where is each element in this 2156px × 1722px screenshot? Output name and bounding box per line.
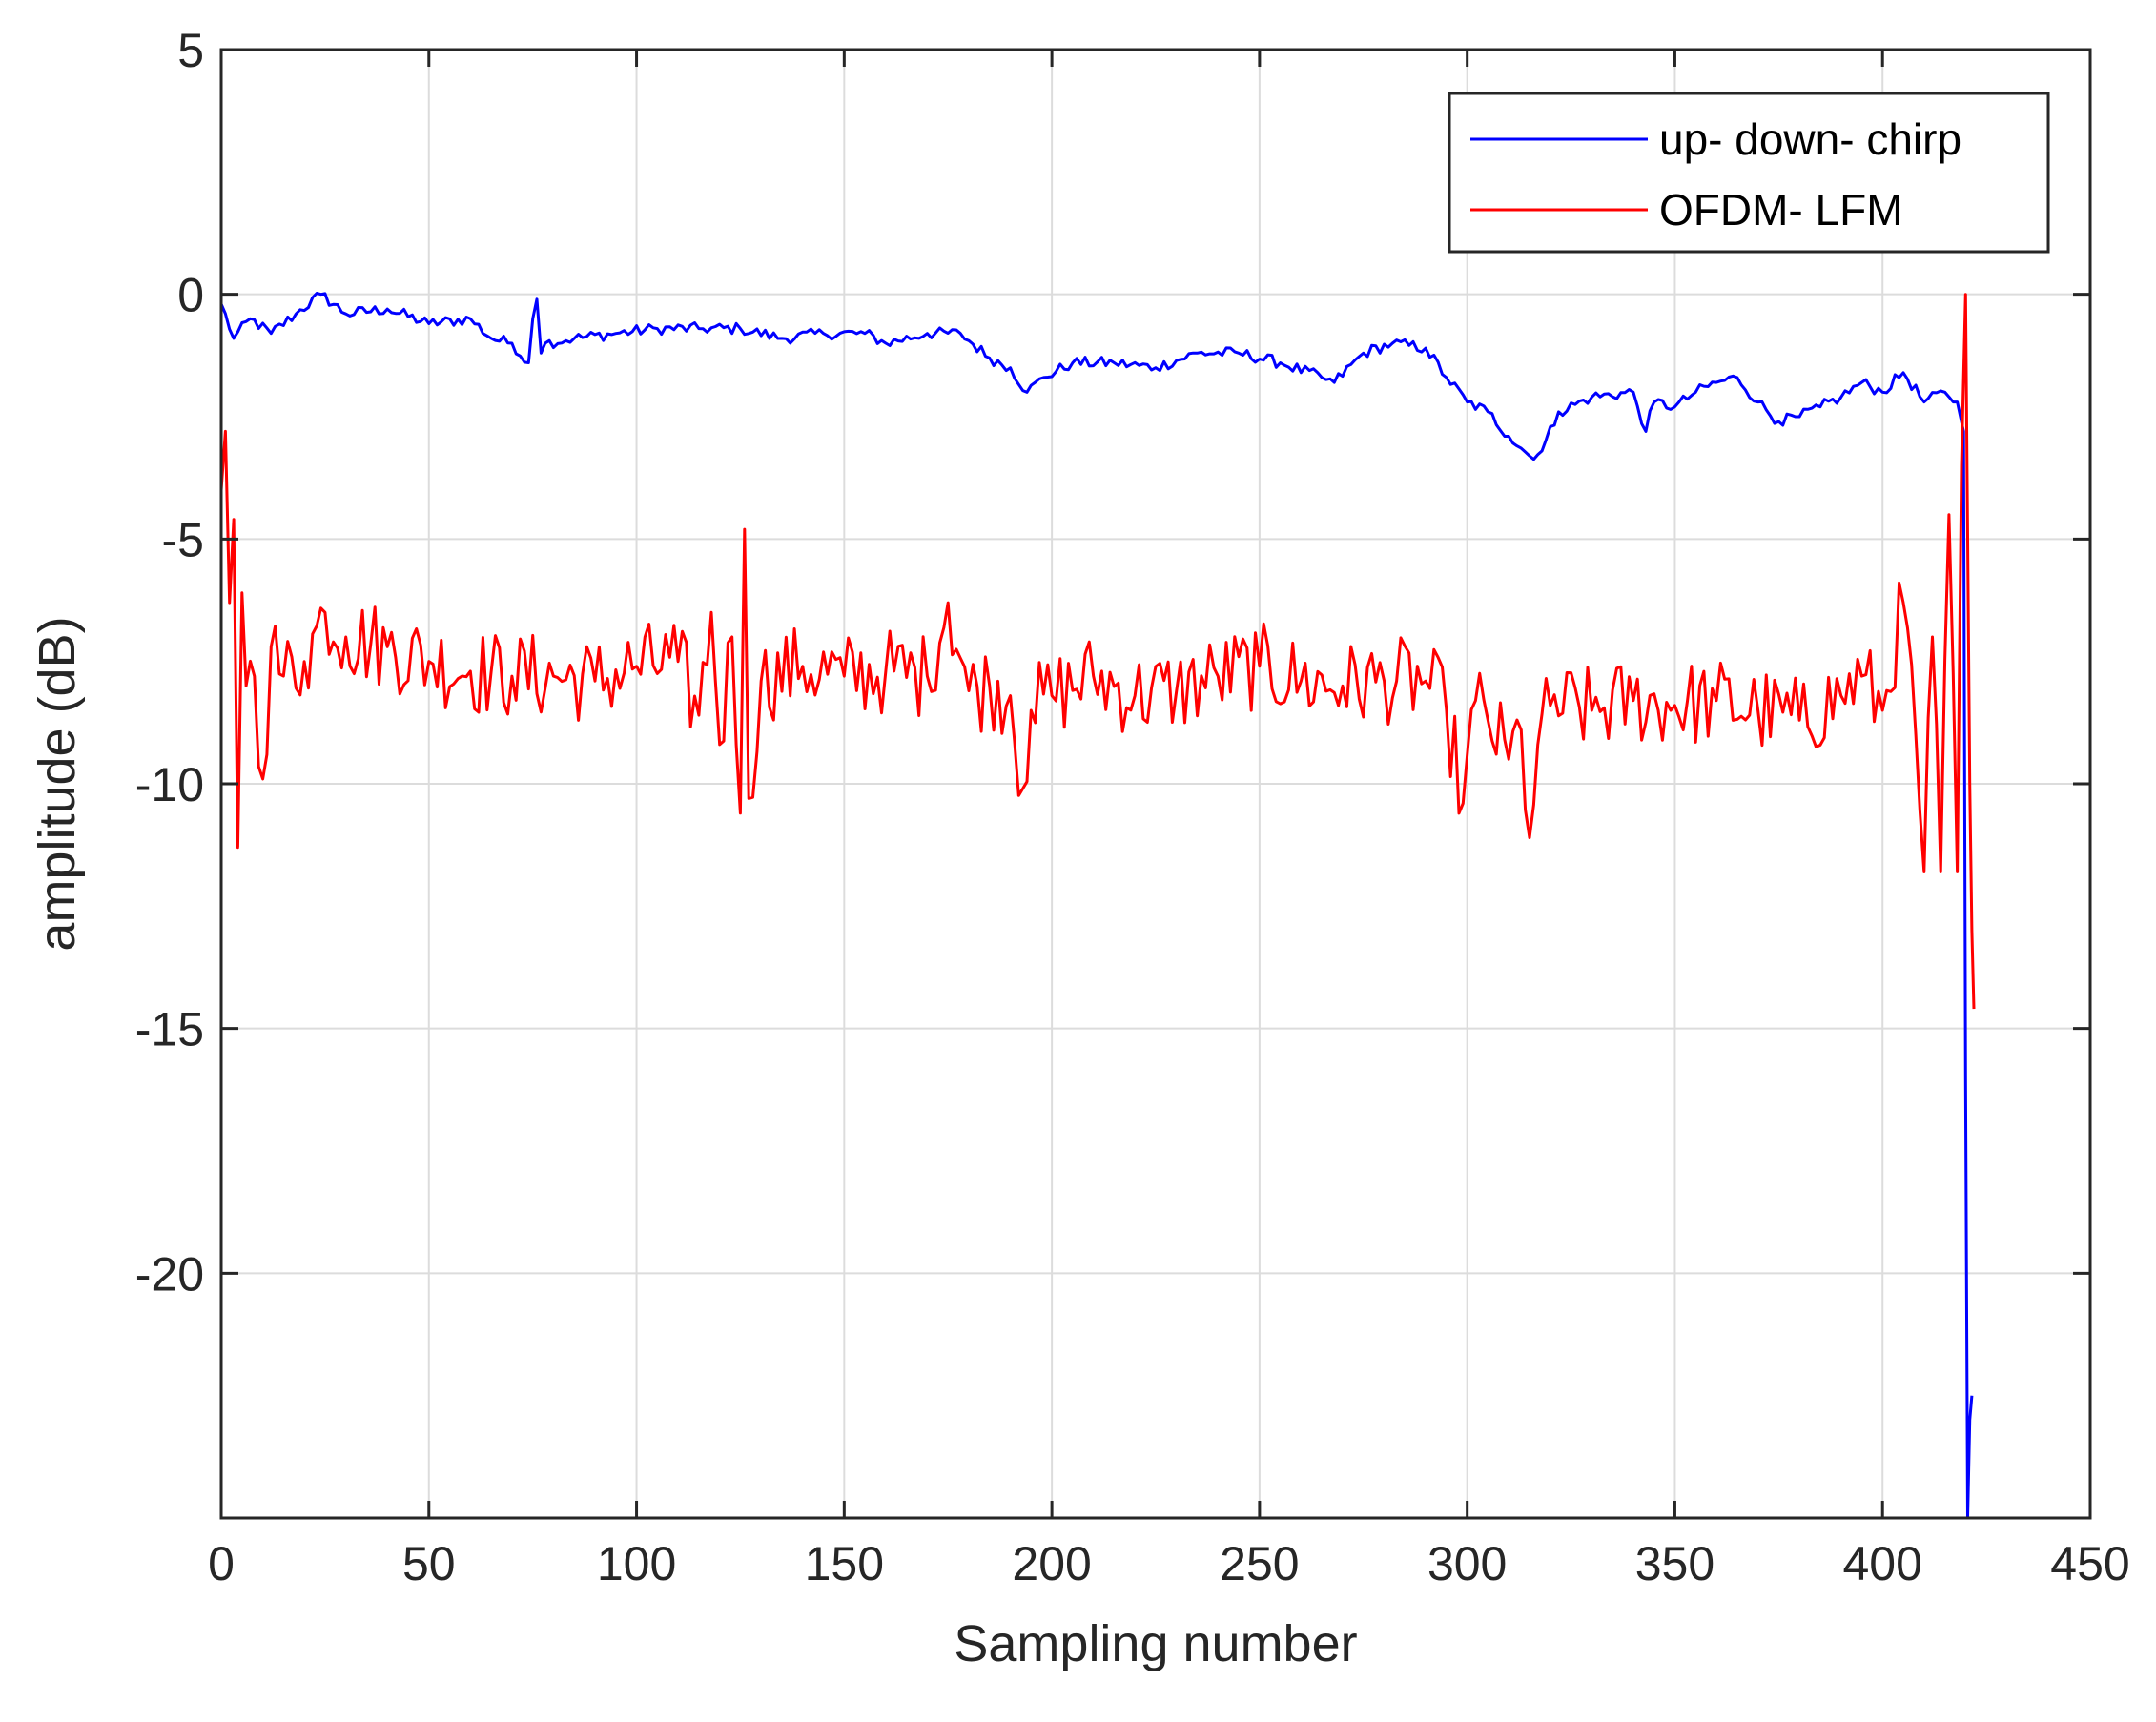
y-tick-label: -15 <box>135 1003 204 1056</box>
axis-ticks <box>219 48 2092 1518</box>
y-tick-label: 0 <box>177 269 204 322</box>
legend-label-up-down-chirp: up- down- chirp <box>1659 114 1961 164</box>
y-tick-label: -10 <box>135 758 204 811</box>
y-tick-label: 5 <box>177 24 204 77</box>
y-tick-label: -5 <box>162 513 204 566</box>
series-line-ofdm-lfm <box>221 293 1976 1010</box>
series-line-up-down-chirp <box>221 292 1974 1518</box>
series-layer <box>221 292 1976 1518</box>
x-tick-label: 450 <box>2050 1537 2129 1590</box>
x-axis-title: Sampling number <box>954 1615 1357 1672</box>
legend: up- down- chirp OFDM- LFM <box>1448 92 2050 254</box>
x-tick-label: 400 <box>1843 1537 1922 1590</box>
x-tick-label: 0 <box>208 1537 235 1590</box>
legend-box <box>1448 92 2050 254</box>
x-tick-label: 300 <box>1427 1537 1507 1590</box>
x-tick-label: 100 <box>597 1537 676 1590</box>
grid <box>221 50 2090 1518</box>
x-tick-label: 200 <box>1012 1537 1091 1590</box>
x-tick-label: 150 <box>805 1537 884 1590</box>
x-tick-label: 50 <box>402 1537 456 1590</box>
legend-label-ofdm-lfm: OFDM- LFM <box>1659 185 1903 235</box>
x-tick-label: 350 <box>1635 1537 1715 1590</box>
y-axis-title: amplitude (dB) <box>29 616 86 951</box>
x-tick-label: 250 <box>1220 1537 1299 1590</box>
y-tick-label: -20 <box>135 1247 204 1301</box>
